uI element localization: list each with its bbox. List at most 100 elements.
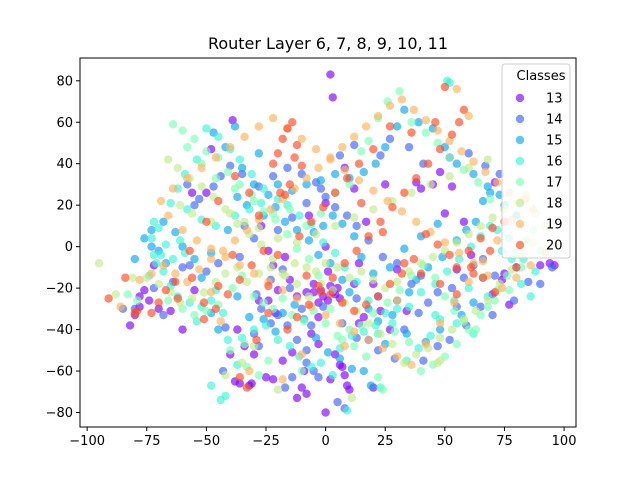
- data-point-class-15: [330, 169, 340, 179]
- data-point-class-17: [211, 174, 221, 183]
- data-point-class-13: [249, 350, 259, 359]
- y-tick-label: −20: [46, 282, 73, 297]
- data-point-class-17: [431, 273, 440, 282]
- data-point-class-15: [366, 381, 376, 390]
- x-tick-label: −50: [193, 434, 220, 449]
- data-point-class-14: [314, 373, 323, 382]
- data-point-class-19: [526, 261, 535, 270]
- data-point-class-18: [240, 217, 249, 226]
- data-point-class-20: [268, 159, 278, 168]
- data-point-class-13: [292, 393, 302, 403]
- data-point-class-14: [302, 198, 311, 208]
- data-point-class-18: [433, 358, 442, 367]
- data-point-class-17: [202, 147, 211, 156]
- data-point-class-18: [330, 221, 340, 231]
- data-point-class-13: [125, 321, 135, 330]
- data-point-class-20: [376, 217, 385, 226]
- data-point-class-19: [249, 269, 259, 278]
- data-point-class-15: [249, 180, 259, 189]
- data-point-class-15: [359, 167, 368, 177]
- data-point-class-17: [421, 128, 430, 137]
- legend-title: Classes: [517, 69, 566, 84]
- data-point-class-20: [435, 145, 445, 154]
- data-point-class-19: [454, 248, 464, 258]
- data-point-class-19: [183, 174, 192, 183]
- data-point-class-17: [471, 325, 481, 334]
- data-point-class-17: [416, 366, 426, 376]
- data-point-class-16: [454, 254, 464, 264]
- data-point-class-16: [392, 304, 402, 314]
- data-point-class-17: [502, 271, 512, 280]
- data-point-class-20: [440, 82, 450, 92]
- data-point-class-17: [133, 296, 142, 305]
- data-point-class-16: [257, 198, 266, 208]
- data-point-class-20: [130, 308, 140, 318]
- data-point-class-18: [447, 325, 457, 334]
- data-point-class-14: [316, 184, 326, 193]
- data-point-class-14: [385, 134, 395, 144]
- data-point-class-17: [240, 339, 249, 349]
- data-point-class-15: [469, 298, 478, 307]
- data-point-class-15: [350, 232, 359, 241]
- data-point-class-15: [392, 122, 402, 131]
- data-point-class-16: [175, 236, 185, 245]
- data-point-class-20: [452, 263, 461, 272]
- data-point-class-20: [478, 273, 488, 282]
- data-point-class-14: [423, 298, 433, 307]
- data-point-class-17: [283, 230, 292, 239]
- data-point-class-16: [464, 283, 473, 293]
- data-point-class-19: [278, 375, 287, 384]
- data-point-class-14: [190, 200, 199, 210]
- data-point-class-16: [319, 238, 328, 247]
- data-point-class-20: [247, 261, 256, 270]
- data-point-class-19: [412, 217, 421, 226]
- x-tick-label: 0: [321, 434, 329, 449]
- data-point-class-19: [397, 207, 407, 216]
- data-point-class-19: [240, 132, 249, 141]
- x-axis: −100 −75 −50 −25 0 25 50 75 100: [69, 427, 576, 449]
- data-point-class-19: [192, 236, 202, 245]
- data-point-class-15: [237, 163, 247, 173]
- data-point-class-20: [409, 254, 419, 264]
- data-point-class-19: [464, 111, 473, 121]
- data-point-class-16: [202, 124, 211, 133]
- data-point-class-18: [428, 252, 438, 262]
- data-point-class-19: [369, 186, 378, 195]
- data-point-class-19: [512, 273, 521, 282]
- chart-title: Router Layer 6, 7, 8, 9, 10, 11: [208, 34, 448, 53]
- data-point-class-17: [230, 184, 240, 193]
- data-point-class-14: [283, 163, 292, 173]
- data-point-class-13: [381, 180, 390, 189]
- data-point-class-17: [383, 298, 392, 307]
- data-point-class-14: [319, 302, 328, 311]
- data-point-class-14: [419, 356, 428, 365]
- data-point-class-14: [297, 304, 306, 314]
- x-tick-label: −25: [252, 434, 279, 449]
- data-point-class-17: [278, 294, 287, 303]
- data-point-class-16: [452, 319, 461, 328]
- data-point-class-17: [202, 306, 211, 316]
- data-point-class-19: [206, 288, 216, 297]
- data-point-class-20: [476, 234, 485, 243]
- data-point-class-17: [361, 352, 371, 361]
- data-point-class-15: [264, 190, 273, 200]
- data-point-class-16: [149, 217, 159, 226]
- data-point-class-17: [123, 290, 132, 299]
- data-point-class-13: [154, 304, 163, 314]
- data-point-class-13: [340, 370, 349, 380]
- data-point-class-20: [254, 211, 264, 220]
- data-point-class-13: [178, 325, 187, 334]
- data-point-class-15: [190, 254, 199, 264]
- data-point-class-17: [164, 296, 173, 305]
- data-point-class-18: [407, 188, 416, 197]
- data-point-class-15: [357, 252, 366, 262]
- data-point-class-20: [223, 290, 233, 299]
- data-point-class-20: [328, 273, 337, 282]
- data-point-class-14: [342, 211, 352, 220]
- legend-label-15: 15: [546, 134, 563, 149]
- data-point-class-19: [292, 294, 302, 303]
- data-point-class-17: [357, 147, 366, 156]
- data-point-class-20: [173, 294, 182, 303]
- data-point-class-18: [369, 275, 378, 285]
- data-point-class-20: [459, 105, 469, 115]
